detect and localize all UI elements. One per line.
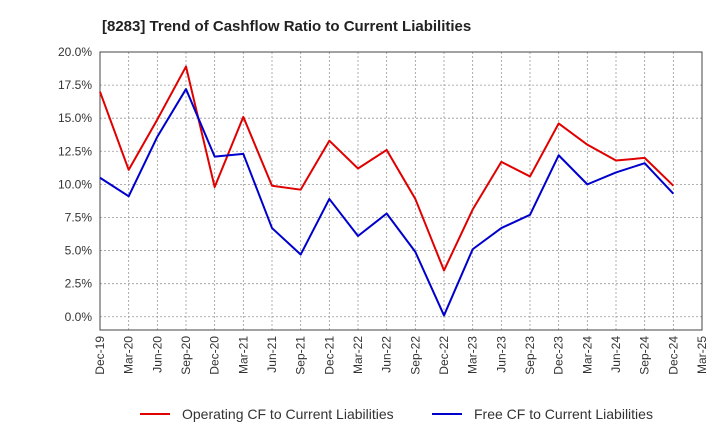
x-tick-label: Mar-20 xyxy=(122,336,136,374)
y-tick-label: 20.0% xyxy=(58,45,92,59)
y-tick-label: 12.5% xyxy=(58,144,92,158)
y-tick-label: 7.5% xyxy=(65,210,93,224)
x-tick-label: Dec-19 xyxy=(93,336,107,375)
y-tick-label: 2.5% xyxy=(65,277,93,291)
x-tick-label: Jun-24 xyxy=(609,336,623,373)
x-tick-label: Mar-23 xyxy=(466,336,480,374)
x-tick-label: Mar-24 xyxy=(580,336,594,374)
legend: Operating CF to Current Liabilities Free … xyxy=(140,406,653,422)
plot-area: 0.0% 2.5% 5.0% 7.5% 10.0% 12.5% 15.0% 17.5% 20.0… xyxy=(58,45,709,375)
x-tick-label: Dec-23 xyxy=(552,336,566,375)
x-tick-label: Dec-24 xyxy=(666,336,680,375)
x-tick-label: Sep-20 xyxy=(179,336,193,375)
y-tick-label: 5.0% xyxy=(65,244,93,258)
x-tick-label: Dec-20 xyxy=(208,336,222,375)
x-tick-label: Sep-24 xyxy=(638,336,652,375)
plot-frame xyxy=(99,51,703,331)
x-tick-label: Jun-23 xyxy=(494,336,508,373)
y-tick-label: 10.0% xyxy=(58,177,92,191)
series-line-free-cf xyxy=(99,88,675,317)
x-tick-label: Jun-20 xyxy=(150,336,164,373)
x-tick-label: Dec-21 xyxy=(322,336,336,375)
y-tick-label: 0.0% xyxy=(65,310,93,324)
y-tick-label: 17.5% xyxy=(58,78,92,92)
y-tick-label: 15.0% xyxy=(58,111,92,125)
x-tick-label: Sep-21 xyxy=(294,336,308,375)
x-tick-label: Mar-22 xyxy=(351,336,365,374)
x-tick-label: Jun-21 xyxy=(265,336,279,373)
x-tick-label: Mar-21 xyxy=(236,336,250,374)
series-line-operating-cf xyxy=(99,65,675,272)
x-tick-label: Dec-22 xyxy=(437,336,451,375)
x-tick-label: Mar-25 xyxy=(695,336,709,374)
x-tick-label: Sep-23 xyxy=(523,336,537,375)
legend-label: Operating CF to Current Liabilities xyxy=(182,406,394,422)
x-tick-label: Sep-22 xyxy=(408,336,422,375)
x-tick-label: Jun-22 xyxy=(380,336,394,373)
legend-label: Free CF to Current Liabilities xyxy=(474,406,653,422)
chart-title: [8283] Trend of Cashflow Ratio to Curren… xyxy=(102,18,471,35)
